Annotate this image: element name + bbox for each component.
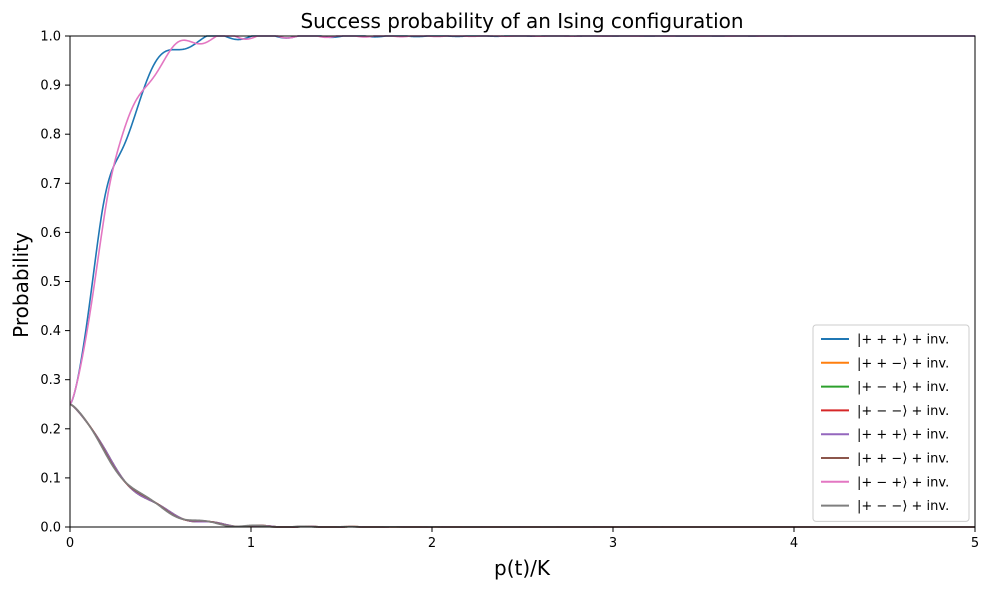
legend-label-6: |+ + −⟩ + inv.	[857, 452, 949, 467]
y-tick-label: 0.9	[40, 79, 61, 94]
y-tick-label: 0.8	[40, 128, 61, 143]
y-tick-label: 0.2	[40, 422, 61, 437]
legend-label-8: |+ − −⟩ + inv.	[857, 499, 949, 514]
chart-title: Success probability of an Ising configur…	[300, 9, 743, 33]
y-tick-label: 0.4	[40, 324, 61, 339]
y-tick-label: 1.0	[40, 30, 61, 45]
legend-label-4: |+ − −⟩ + inv.	[857, 404, 949, 419]
x-tick-label: 2	[428, 536, 436, 551]
x-axis-title: p(t)/K	[494, 556, 551, 580]
y-tick-label: 0.3	[40, 373, 61, 388]
legend-label-5: |+ + +⟩ + inv.	[857, 428, 949, 443]
y-axis: 0.0 0.1 0.2 0.3 0.4 0.5 0.6 0.7 0.8 0.9 1.0	[40, 30, 70, 536]
y-tick-label: 0.1	[40, 471, 61, 486]
x-tick-label: 1	[247, 536, 255, 551]
x-tick-label: 5	[971, 536, 979, 551]
x-tick-label: 3	[609, 536, 617, 551]
y-tick-label: 0.7	[40, 177, 61, 192]
y-tick-label: 0.0	[40, 521, 61, 536]
legend-label-2: |+ + −⟩ + inv.	[857, 356, 949, 371]
legend-label-3: |+ − +⟩ + inv.	[857, 380, 949, 395]
x-tick-label: 0	[66, 536, 74, 551]
legend-frame	[812, 324, 970, 522]
y-axis-title: Probability	[9, 232, 33, 338]
legend-label-1: |+ + +⟩ + inv.	[857, 333, 949, 348]
y-tick-label: 0.6	[40, 226, 61, 241]
x-axis: 0 1 2 3 4 5	[66, 527, 979, 551]
legend-label-7: |+ − +⟩ + inv.	[857, 475, 949, 490]
legend: |+ + +⟩ + inv. |+ + −⟩ + inv. |+ − +⟩ + in…	[812, 324, 970, 522]
x-tick-label: 4	[790, 536, 798, 551]
y-tick-label: 0.5	[40, 275, 61, 290]
